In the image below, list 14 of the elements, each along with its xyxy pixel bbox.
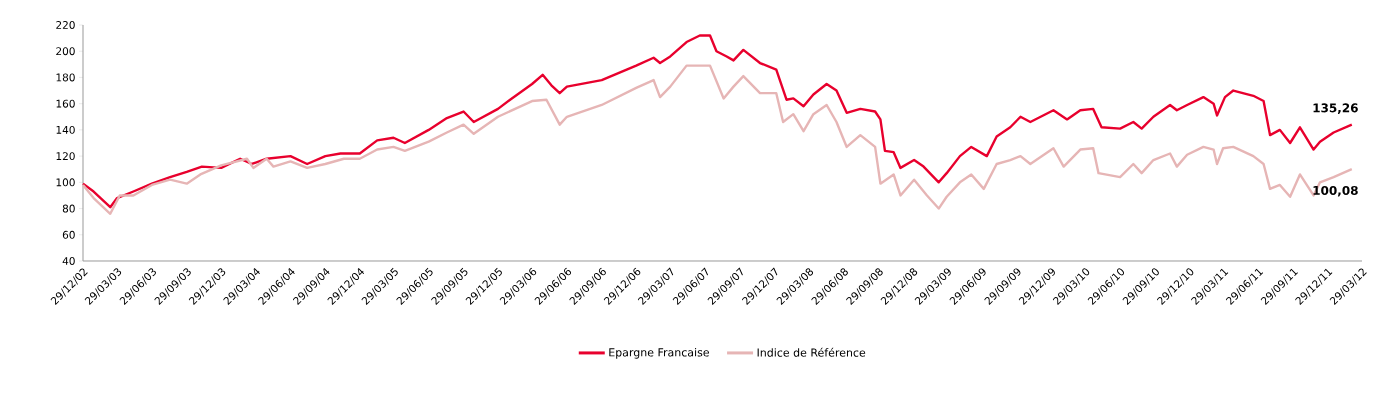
annotation: 100,08 [1313,185,1358,197]
y-tick-label: 100 [56,178,75,187]
y-tick-label: 80 [62,204,75,213]
legend-label: Indice de Référence [757,347,866,357]
y-tick-label: 160 [56,99,75,108]
y-tick-label: 40 [62,257,75,265]
y-tick-label: 60 [62,230,75,239]
annotation: 135,26 [1313,103,1358,114]
legend-label: Epargne Francaise [609,348,710,359]
y-tick-label: 120 [56,152,75,161]
y-tick-label: 180 [56,73,75,82]
y-tick-label: 140 [56,125,75,134]
y-tick-label: 200 [56,47,75,56]
y-tick-label: 220 [56,21,75,29]
